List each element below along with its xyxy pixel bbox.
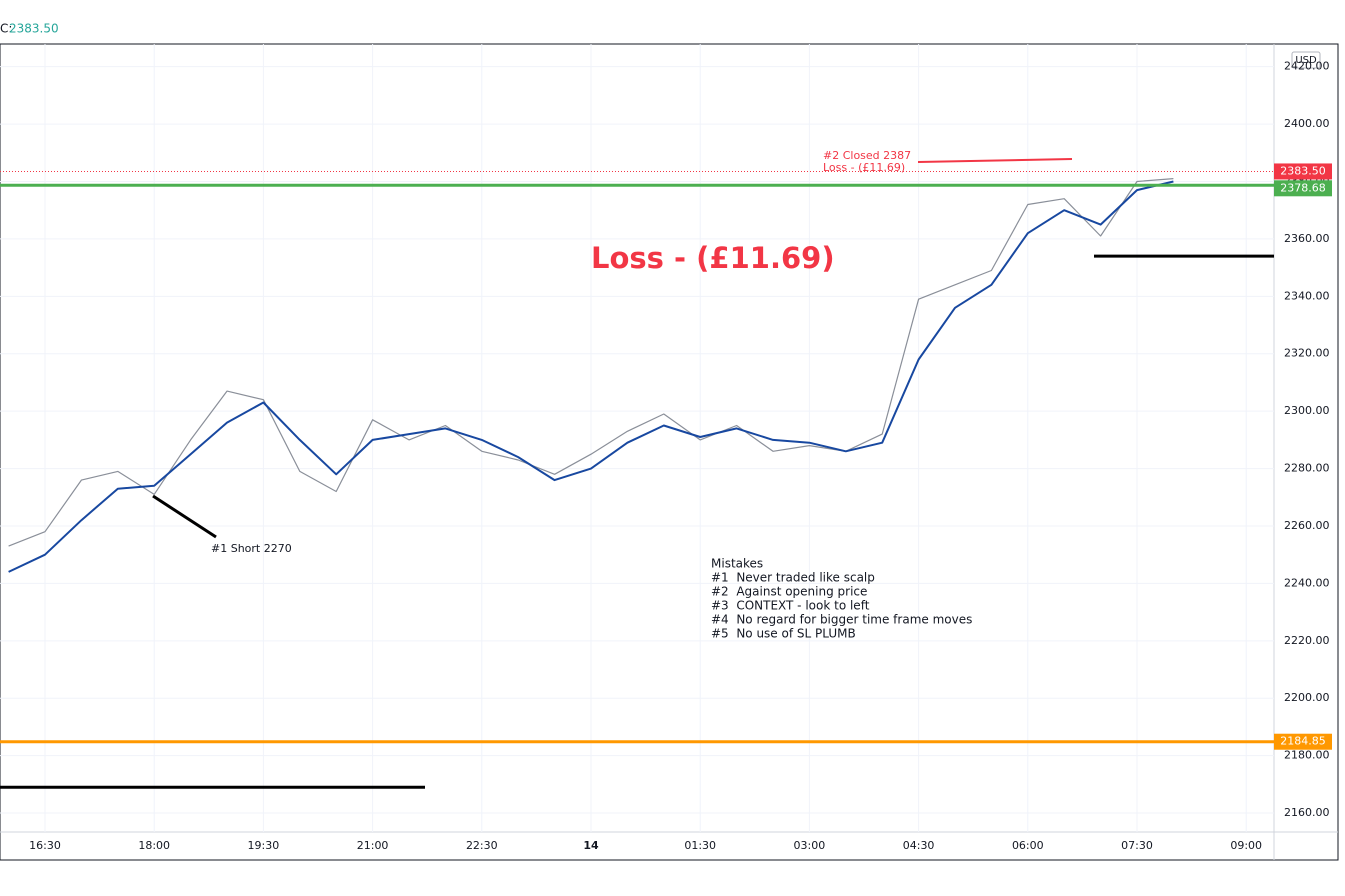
- currency-box: [1291, 51, 1321, 69]
- mistake-item: #1 Never traded like scalp: [711, 571, 875, 585]
- x-tick-label: 22:30: [466, 839, 498, 852]
- price-level-tag: [1274, 180, 1332, 197]
- x-tick-label: 04:30: [903, 839, 935, 852]
- price-level-tag: [1274, 733, 1332, 750]
- loss-annotation: Loss - (£11.69): [591, 241, 835, 275]
- x-tick-label: 21:00: [357, 839, 389, 852]
- y-tick-label: 2220.00: [1284, 634, 1330, 647]
- x-tick-label: 06:00: [1012, 839, 1044, 852]
- price-level-label: 2383.50: [1280, 164, 1326, 177]
- x-tick-label: 09:00: [1230, 839, 1262, 852]
- closed-annotation: #2 Closed 2387: [823, 149, 911, 162]
- header-value: 2383.50: [9, 22, 59, 36]
- x-tick-label: 18:00: [138, 839, 170, 852]
- y-tick-label: 2300.00: [1284, 404, 1330, 417]
- y-tick-label: 2260.00: [1284, 519, 1330, 532]
- x-tick-label: 01:30: [684, 839, 716, 852]
- short-annotation: #1 Short 2270: [211, 542, 292, 555]
- y-tick-label: 2420.00: [1284, 60, 1330, 73]
- series-line: [8, 180, 1174, 573]
- series-line: [8, 178, 1174, 547]
- y-tick-label: 2280.00: [1284, 462, 1330, 475]
- frame: [0, 43, 1339, 861]
- y-tick-label: 2360.00: [1284, 232, 1330, 245]
- y-tick-label: 2400.00: [1284, 117, 1330, 130]
- x-tick-label: 07:30: [1121, 839, 1153, 852]
- y-tick-label: 2320.00: [1284, 347, 1330, 360]
- header-prefix: C:: [0, 22, 12, 36]
- price-level-tag: [1274, 163, 1332, 180]
- x-tick-label: 19:30: [248, 839, 280, 852]
- x-tick-label: 16:30: [29, 839, 61, 852]
- closed-line: [917, 158, 1073, 163]
- price-level-label: 2378.68: [1280, 181, 1326, 194]
- y-tick-label: 2200.00: [1284, 691, 1330, 704]
- mistake-item: #2 Against opening price: [711, 585, 867, 599]
- y-tick-label: 2340.00: [1284, 289, 1330, 302]
- x-tick-label: 14: [583, 839, 599, 852]
- x-tick-label: 03:00: [794, 839, 826, 852]
- price-level-label: 2184.85: [1280, 735, 1326, 748]
- y-tick-label: 2180.00: [1284, 749, 1330, 762]
- mistake-item: #3 CONTEXT - look to left: [711, 599, 870, 613]
- y-tick-label: 2240.00: [1284, 576, 1330, 589]
- short-line: [152, 494, 217, 539]
- currency-label: USD: [1295, 55, 1317, 66]
- closed-loss-annotation: Loss - (£11.69): [823, 161, 905, 174]
- mistake-item: #5 No use of SL PLUMB: [711, 627, 856, 641]
- y-tick-label: 2160.00: [1284, 806, 1330, 819]
- mistake-item: #4 No regard for bigger time frame moves: [711, 613, 972, 627]
- mistakes-title: Mistakes: [711, 557, 763, 571]
